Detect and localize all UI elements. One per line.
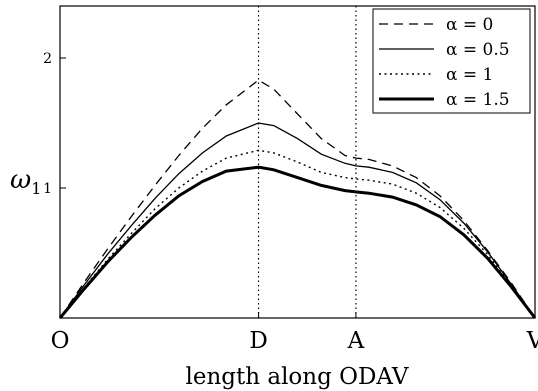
x-tick-label-2: A	[347, 328, 365, 354]
series-line-1	[59, 122, 536, 319]
series-line-0	[59, 79, 536, 319]
x-tick-label-3: V	[526, 328, 538, 354]
legend-label-1: α = 0.5	[446, 40, 510, 60]
legend-label-3: α = 1.5	[446, 90, 510, 110]
legend-box	[372, 8, 531, 114]
legend: α = 0 α = 0.5 α = 1 α = 1.5	[372, 8, 531, 114]
y-tick-label-0: 1	[43, 181, 52, 197]
plot-frame	[59, 5, 536, 319]
series-line-2	[59, 149, 536, 319]
y-axis-label: ω1	[10, 165, 41, 198]
legend-label-2: α = 1	[446, 65, 493, 85]
x-axis-label: length along ODAV	[185, 364, 408, 390]
y-tick-label-1: 2	[43, 51, 52, 67]
legend-label-0: α = 0	[446, 15, 493, 35]
series-line-3	[58, 165, 537, 319]
x-tick-label-0: O	[51, 328, 70, 354]
x-tick-label-1: D	[249, 328, 267, 354]
